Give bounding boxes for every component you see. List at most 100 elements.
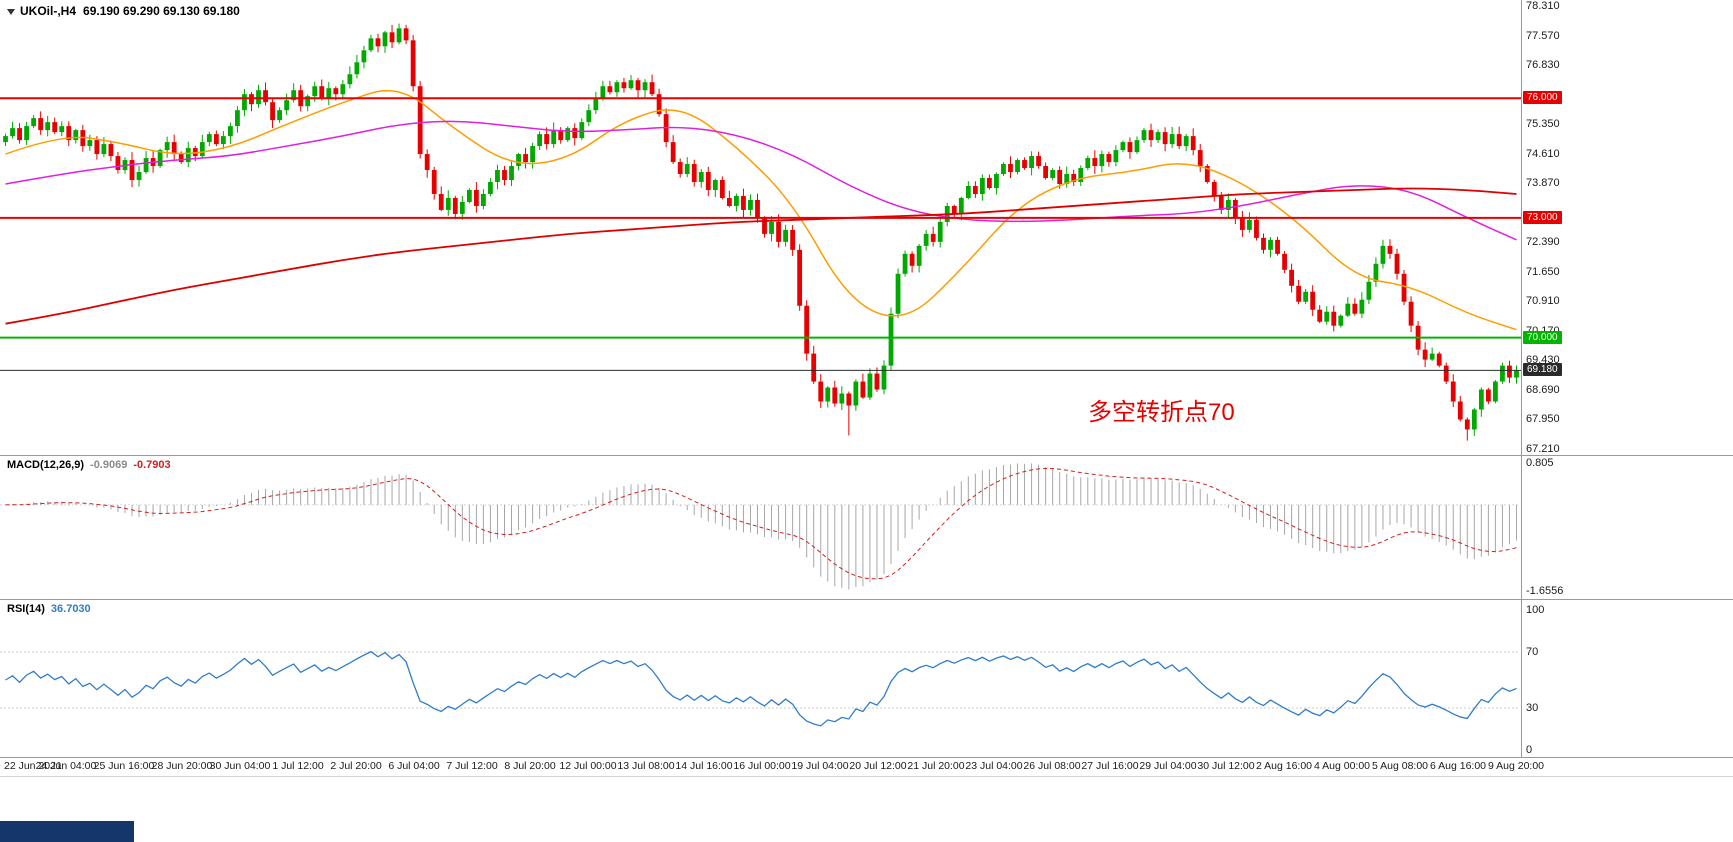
candle <box>220 131 226 150</box>
macd-name: MACD(12,26,9) <box>7 459 85 471</box>
macd-value: -0.9069 <box>90 459 128 471</box>
main-chart-area[interactable]: UKOil-,H4 69.190 69.290 69.130 69.180 多空转… <box>0 0 1522 455</box>
time-axis-label: 2 Jul 20:00 <box>330 760 382 772</box>
macd-panel[interactable]: MACD(12,26,9) -0.9069 -0.7903 <box>0 456 1522 599</box>
macd-signal-line <box>5 468 1517 580</box>
candle <box>1099 150 1105 173</box>
time-axis-label: 4 Aug 00:00 <box>1313 760 1371 772</box>
candle <box>558 127 564 144</box>
candle <box>473 182 479 213</box>
time-axis-label: 30 Jun 04:00 <box>209 760 271 772</box>
candle <box>375 33 381 53</box>
candle <box>1029 151 1034 176</box>
price-tick: 70.910 <box>1526 295 1560 308</box>
candle <box>354 54 360 79</box>
candle <box>1043 162 1049 180</box>
price-level-badge: 76.000 <box>1523 91 1562 105</box>
candle <box>888 307 894 371</box>
rsi-tick: 100 <box>1526 604 1545 616</box>
time-axis-label: 13 Jul 08:00 <box>617 760 675 772</box>
rsi-tick: 0 <box>1526 744 1533 756</box>
candle <box>1232 198 1238 225</box>
candle <box>403 24 409 45</box>
price-tick: 76.830 <box>1526 59 1560 72</box>
candle <box>1015 158 1020 175</box>
candle <box>502 165 507 186</box>
candle <box>1176 126 1182 150</box>
candle <box>382 30 388 53</box>
candle <box>1148 123 1154 147</box>
price-tick: 67.210 <box>1526 443 1560 455</box>
candle <box>1317 305 1323 324</box>
candle <box>1113 145 1119 167</box>
candle <box>410 34 416 92</box>
candle <box>537 131 543 151</box>
candle <box>712 178 718 197</box>
price-level-badge: 69.180 <box>1523 363 1562 377</box>
time-axis-label: 23 Jul 04:00 <box>965 760 1023 772</box>
candle <box>509 161 514 187</box>
price-tick: 67.950 <box>1526 413 1560 426</box>
time-axis-label: 9 Aug 20:00 <box>1487 760 1545 772</box>
candle <box>445 190 451 216</box>
candle <box>24 121 29 146</box>
candle <box>551 122 557 148</box>
time-axis-label: 8 Jul 20:00 <box>504 760 556 772</box>
candle <box>1500 362 1505 384</box>
candle <box>1240 211 1245 237</box>
candle <box>1162 127 1168 152</box>
candle <box>516 152 521 171</box>
rsi-panel[interactable]: RSI(14) 36.7030 <box>0 600 1522 757</box>
candle <box>797 244 803 311</box>
candle <box>263 82 268 106</box>
candle <box>1450 374 1456 408</box>
time-axis-label: 26 Jul 08:00 <box>1023 760 1081 772</box>
candle <box>1106 151 1112 167</box>
candle <box>396 23 402 45</box>
candle <box>1429 347 1435 361</box>
candle <box>1261 233 1266 254</box>
time-axis-label: 25 Jun 16:00 <box>93 760 155 772</box>
candle <box>734 193 739 212</box>
rsi-indicator-label: RSI(14) 36.7030 <box>7 603 91 615</box>
candle <box>466 188 472 204</box>
candle <box>1401 269 1407 306</box>
price-tick: 78.310 <box>1526 0 1560 12</box>
candle <box>277 107 282 123</box>
price-scale[interactable]: 78.310 77.570 76.830 75.350 74.610 73.870 72.3… <box>1522 0 1733 757</box>
candle <box>1247 212 1252 233</box>
candle <box>951 204 957 219</box>
candle <box>930 226 936 247</box>
candle <box>1310 285 1316 316</box>
candle <box>340 80 346 100</box>
candle <box>741 188 746 218</box>
candle <box>38 111 44 135</box>
time-scale[interactable]: 22 Jun 2021 24 Jun 04:00 25 Jun 16:00 28 Ju… <box>0 757 1733 777</box>
candle <box>1127 137 1133 159</box>
candle <box>1022 157 1027 170</box>
candle <box>719 176 725 200</box>
candle <box>1387 239 1393 259</box>
candle <box>1493 380 1498 404</box>
candle <box>832 380 838 407</box>
candle <box>1457 395 1463 422</box>
candle <box>424 149 430 178</box>
candle <box>726 190 732 208</box>
candle <box>1443 362 1449 384</box>
candle <box>1001 162 1006 176</box>
macd-tick: -1.6556 <box>1526 585 1564 597</box>
chart-marker-icon[interactable] <box>7 9 15 15</box>
candle <box>994 172 999 195</box>
candle <box>748 194 753 216</box>
time-axis-label: 24 Jun 04:00 <box>35 760 97 772</box>
candle <box>1169 126 1175 149</box>
candle <box>1485 387 1491 405</box>
window-tab[interactable] <box>0 821 134 842</box>
candle <box>923 230 929 251</box>
candle <box>1190 128 1196 156</box>
candle <box>762 216 767 238</box>
candle <box>846 391 852 436</box>
candle <box>431 166 437 200</box>
candle <box>881 360 887 395</box>
